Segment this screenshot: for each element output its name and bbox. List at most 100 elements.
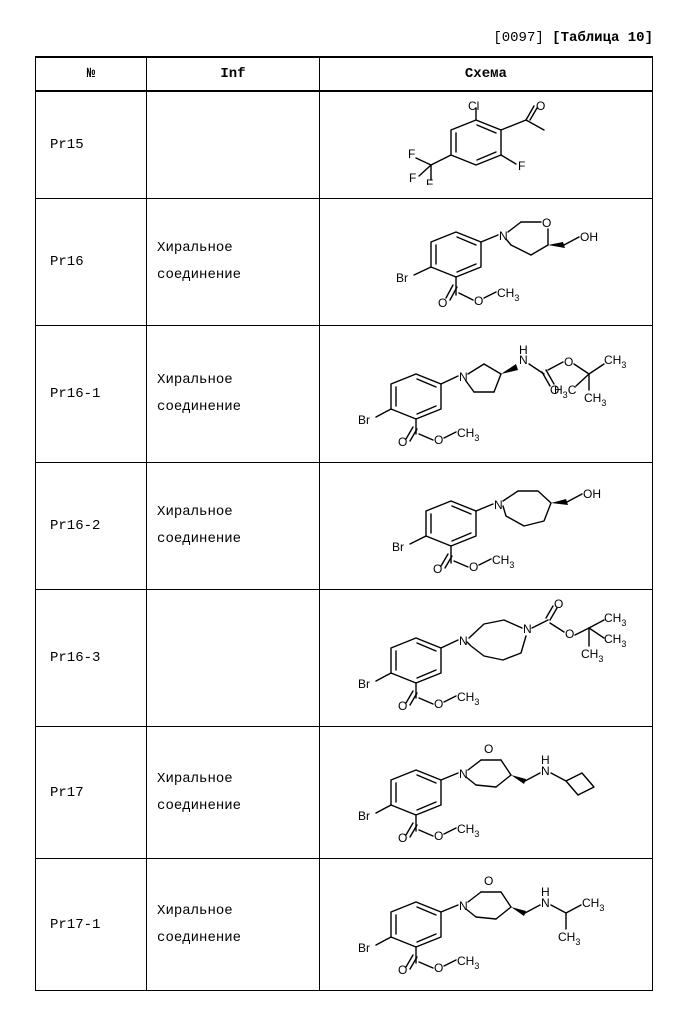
lbl: CH3 — [558, 930, 580, 947]
lbl-H: H — [541, 753, 550, 767]
lbl-O: O — [542, 216, 551, 230]
col-scheme: Схема — [319, 57, 652, 91]
lbl: CH3 — [457, 822, 479, 839]
lbl-O: O — [554, 598, 563, 611]
structure-pr17: Br O O CH3 N O — [336, 735, 636, 845]
table-row: Pr17-1 Хиральное соединение Br O — [36, 859, 653, 991]
caption-title: [Таблица 10] — [552, 30, 653, 46]
lbl-OH: OH — [580, 230, 598, 244]
lbl-O: O — [398, 435, 407, 449]
cell-scheme: Br O O CH3 N N — [319, 590, 652, 727]
lbl-O: O — [434, 961, 443, 975]
lbl-Cl: Cl — [468, 100, 479, 113]
lbl-Br: Br — [392, 540, 404, 554]
lbl-H: H — [541, 885, 550, 899]
table-row: Pr16-2 Хиральное соединение Br O — [36, 463, 653, 590]
col-num: № — [36, 57, 147, 91]
table-row: Pr17 Хиральное соединение Br O — [36, 727, 653, 859]
cell-inf — [147, 590, 320, 727]
lbl: CH3 — [604, 611, 626, 628]
lbl-Br: Br — [358, 413, 370, 427]
inf-line: Хиральное — [157, 903, 233, 919]
table-row: Pr16-1 Хиральное соединение Br — [36, 326, 653, 463]
structure-pr17-1: Br O O CH3 N O — [336, 867, 636, 977]
cell-id: Pr17-1 — [36, 859, 147, 991]
col-inf: Inf — [147, 57, 320, 91]
lbl-O: O — [398, 699, 407, 713]
lbl: CH3 — [457, 954, 479, 971]
inf-line: соединение — [157, 798, 241, 814]
cell-id: Pr16-1 — [36, 326, 147, 463]
lbl-O: O — [434, 433, 443, 447]
lbl-N: N — [523, 622, 532, 636]
cell-scheme: Br O O CH3 N — [319, 326, 652, 463]
lbl: CH3 — [497, 286, 519, 303]
lbl-OH: OH — [583, 487, 601, 501]
inf-line: Хиральное — [157, 372, 233, 388]
compound-table: № Inf Схема Pr15 Cl — [35, 56, 653, 991]
inf-line: соединение — [157, 531, 241, 547]
cell-inf: Хиральное соединение — [147, 727, 320, 859]
structure-pr16-1: Br O O CH3 N — [336, 334, 636, 449]
cell-id: Pr16-3 — [36, 590, 147, 727]
lbl: CH3 — [492, 553, 514, 570]
lbl-F: F — [408, 147, 415, 161]
cell-id: Pr15 — [36, 91, 147, 199]
lbl-O: O — [398, 831, 407, 845]
lbl: CH3 — [457, 426, 479, 443]
inf-line: соединение — [157, 399, 241, 415]
table-header-row: № Inf Схема — [36, 57, 653, 91]
cell-id: Pr16-2 — [36, 463, 147, 590]
caption-para: [0097] — [493, 30, 543, 46]
lbl-N: N — [494, 498, 503, 512]
cell-scheme: Cl O F F F F — [319, 91, 652, 199]
structure-pr16-3: Br O O CH3 N N — [336, 598, 636, 713]
lbl-Br: Br — [358, 941, 370, 955]
lbl-Br: Br — [396, 271, 408, 285]
lbl-O: O — [434, 829, 443, 843]
lbl-N: N — [459, 767, 468, 781]
lbl: CH3 — [582, 896, 604, 913]
lbl-O: O — [565, 627, 574, 641]
cell-inf: Хиральное соединение — [147, 326, 320, 463]
table-caption: [0097] [Таблица 10] — [35, 30, 653, 46]
cell-id: Pr17 — [36, 727, 147, 859]
cell-scheme: Br O O CH3 N O — [319, 727, 652, 859]
cell-inf: Хиральное соединение — [147, 859, 320, 991]
table-row: Pr15 Cl — [36, 91, 653, 199]
lbl-O: O — [474, 294, 483, 308]
cell-inf: Хиральное соединение — [147, 199, 320, 326]
lbl: CH3 — [584, 391, 606, 408]
lbl-O: O — [536, 100, 545, 113]
inf-line: соединение — [157, 930, 241, 946]
lbl-Br: Br — [358, 809, 370, 823]
structure-pr15: Cl O F F F F — [386, 100, 586, 185]
lbl: CH3 — [581, 647, 603, 664]
lbl: CH3 — [604, 632, 626, 649]
lbl-O: O — [434, 697, 443, 711]
lbl: CH3 — [604, 353, 626, 370]
cell-scheme: Br O O CH3 N O — [319, 199, 652, 326]
lbl-O: O — [564, 355, 573, 369]
cell-scheme: Br O O CH3 N OH — [319, 463, 652, 590]
inf-line: соединение — [157, 267, 241, 283]
lbl-O: O — [398, 963, 407, 977]
inf-line: Хиральное — [157, 504, 233, 520]
lbl-O: O — [433, 562, 442, 576]
table-row: Pr16-3 Br O O — [36, 590, 653, 727]
lbl: H3C — [554, 383, 577, 400]
cell-inf: Хиральное соединение — [147, 463, 320, 590]
lbl-O: O — [438, 296, 447, 310]
lbl: CH3 — [457, 690, 479, 707]
inf-line: Хиральное — [157, 771, 233, 787]
lbl-F: F — [426, 177, 433, 185]
table-row: Pr16 Хиральное соединение Br — [36, 199, 653, 326]
inf-line: Хиральное — [157, 240, 233, 256]
lbl-Br: Br — [358, 677, 370, 691]
structure-pr16: Br O O CH3 N O — [356, 207, 616, 312]
lbl-O: O — [484, 874, 493, 888]
lbl-O: O — [484, 742, 493, 756]
cell-scheme: Br O O CH3 N O — [319, 859, 652, 991]
lbl-N: N — [499, 229, 508, 243]
lbl-H: H — [519, 343, 528, 357]
